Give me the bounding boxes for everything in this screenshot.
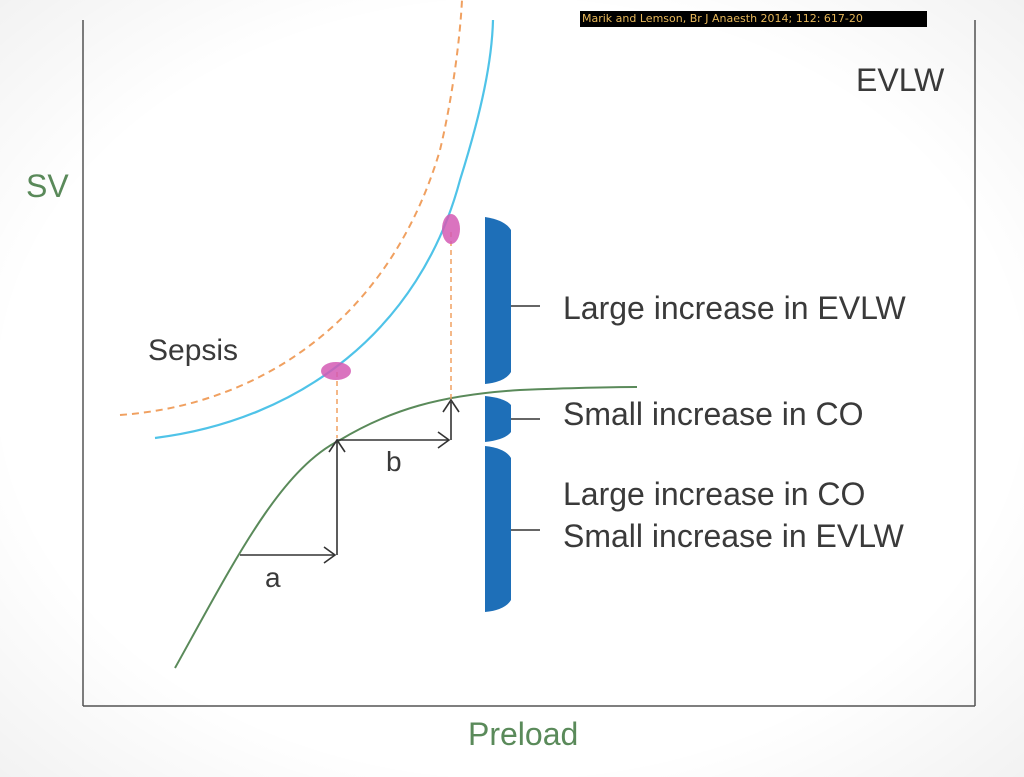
sepsis-curve-label: Sepsis <box>148 334 239 367</box>
annotation-large-increase-co: Large increase in CO <box>563 476 866 512</box>
step-b-arrows <box>337 398 460 449</box>
step-a-arrows <box>240 438 346 564</box>
evlw-curve <box>154 19 495 440</box>
marker-lower <box>321 362 351 380</box>
citation-banner: Marik and Lemson, Br J Anaesth 2014; 112… <box>580 11 927 27</box>
annotation-small-increase-evlw: Small increase in EVLW <box>563 518 904 554</box>
annotation-small-increase-co: Small increase in CO <box>563 396 864 432</box>
evlw-curve-label: EVLW <box>856 62 945 98</box>
step-b-label: b <box>386 446 402 477</box>
bracket-small-co <box>485 396 540 442</box>
bracket-large-evlw <box>485 217 540 384</box>
sepsis-curve <box>119 0 463 416</box>
y-axis-label: SV <box>26 168 69 204</box>
marker-upper <box>442 214 460 244</box>
bracket-large-co <box>485 446 540 612</box>
step-a-label: a <box>265 562 281 593</box>
annotation-large-increase-evlw: Large increase in EVLW <box>563 290 906 326</box>
x-axis-label: Preload <box>468 716 579 752</box>
frank-starling-curve <box>174 386 638 669</box>
